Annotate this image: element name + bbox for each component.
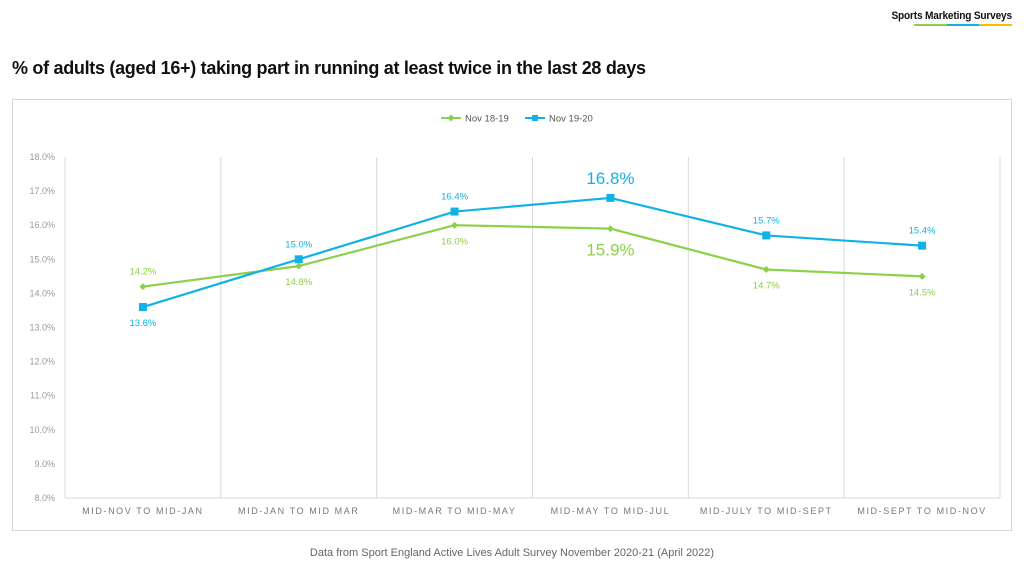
x-category-label: MID-JULY TO MID-SEPT [700, 506, 833, 516]
y-tick-label: 9.0% [34, 459, 55, 469]
series-line-1 [142, 224, 923, 288]
y-tick-label: 13.0% [29, 323, 55, 333]
x-category-label: MID-MAY TO MID-JUL [551, 506, 671, 516]
x-category-label: MID-SEPT TO MID-NOV [857, 506, 986, 516]
data-label: 14.7% [753, 281, 780, 292]
data-label: 14.8% [285, 277, 312, 288]
data-label: 16.4% [441, 192, 468, 203]
data-label: 15.7% [753, 215, 780, 226]
y-tick-label: 8.0% [34, 493, 55, 503]
brand-bar-yellow [979, 24, 1013, 26]
source-note: Data from Sport England Active Lives Adu… [309, 547, 715, 559]
data-point-square [918, 241, 927, 250]
data-point-diamond [295, 262, 303, 270]
y-tick-label: 15.0% [29, 254, 55, 264]
data-point-square [606, 193, 615, 202]
brand-bar-blue [946, 24, 980, 26]
y-tick-label: 17.0% [29, 186, 55, 196]
y-tick-label: 12.0% [29, 357, 55, 367]
brand-bar-green [914, 24, 947, 26]
x-category-label: MID-NOV TO MID-JAN [82, 506, 203, 516]
data-point-square [762, 231, 771, 240]
y-tick-label: 16.0% [29, 220, 55, 230]
legend-marker-square [532, 115, 538, 121]
data-label: 15.9% [586, 240, 634, 259]
x-category-label: MID-JAN TO MID MAR [238, 506, 359, 516]
data-point-diamond [451, 221, 459, 229]
data-label: 15.4% [909, 226, 936, 237]
data-point-diamond [606, 225, 614, 233]
brand-color-bar [914, 24, 1013, 26]
data-label: 15.0% [285, 239, 312, 250]
data-label: 16.0% [441, 236, 468, 247]
line-chart: 8.0% 9.0% 10.0% 11.0% 12.0% 13.0% 14.0% 15.0% 16… [29, 114, 1001, 516]
legend-label: Nov 18-19 [465, 114, 509, 125]
data-point-diamond [762, 266, 770, 274]
y-tick-label: 10.0% [29, 425, 55, 435]
y-tick-label: 18.0% [29, 152, 55, 162]
chart-frame: 8.0% 9.0% 10.0% 11.0% 12.0% 13.0% 14.0% 15.0% 16… [12, 99, 1012, 531]
series-line-2 [142, 196, 923, 309]
brand-logo: Sports Marketing Surveys [881, 10, 1012, 26]
legend-marker-diamond [447, 114, 455, 122]
brand-name: Sports Marketing Surveys [891, 10, 1013, 22]
data-label: 14.5% [909, 287, 936, 298]
chart-title: % of adults (aged 16+) taking part in ru… [12, 58, 646, 78]
data-point-diamond [139, 283, 147, 291]
x-category-label: MID-MAR TO MID-MAY [393, 506, 517, 516]
data-point-square [294, 255, 303, 264]
y-tick-label: 11.0% [30, 391, 55, 401]
data-point-square [450, 207, 459, 216]
data-label: 13.6% [129, 318, 156, 329]
data-label: 16.8% [586, 169, 634, 188]
data-point-diamond [918, 272, 926, 280]
legend-label: Nov 19-20 [549, 114, 593, 125]
data-point-square [138, 303, 147, 312]
data-label: 14.2% [129, 267, 156, 278]
y-tick-label: 14.0% [29, 288, 55, 298]
